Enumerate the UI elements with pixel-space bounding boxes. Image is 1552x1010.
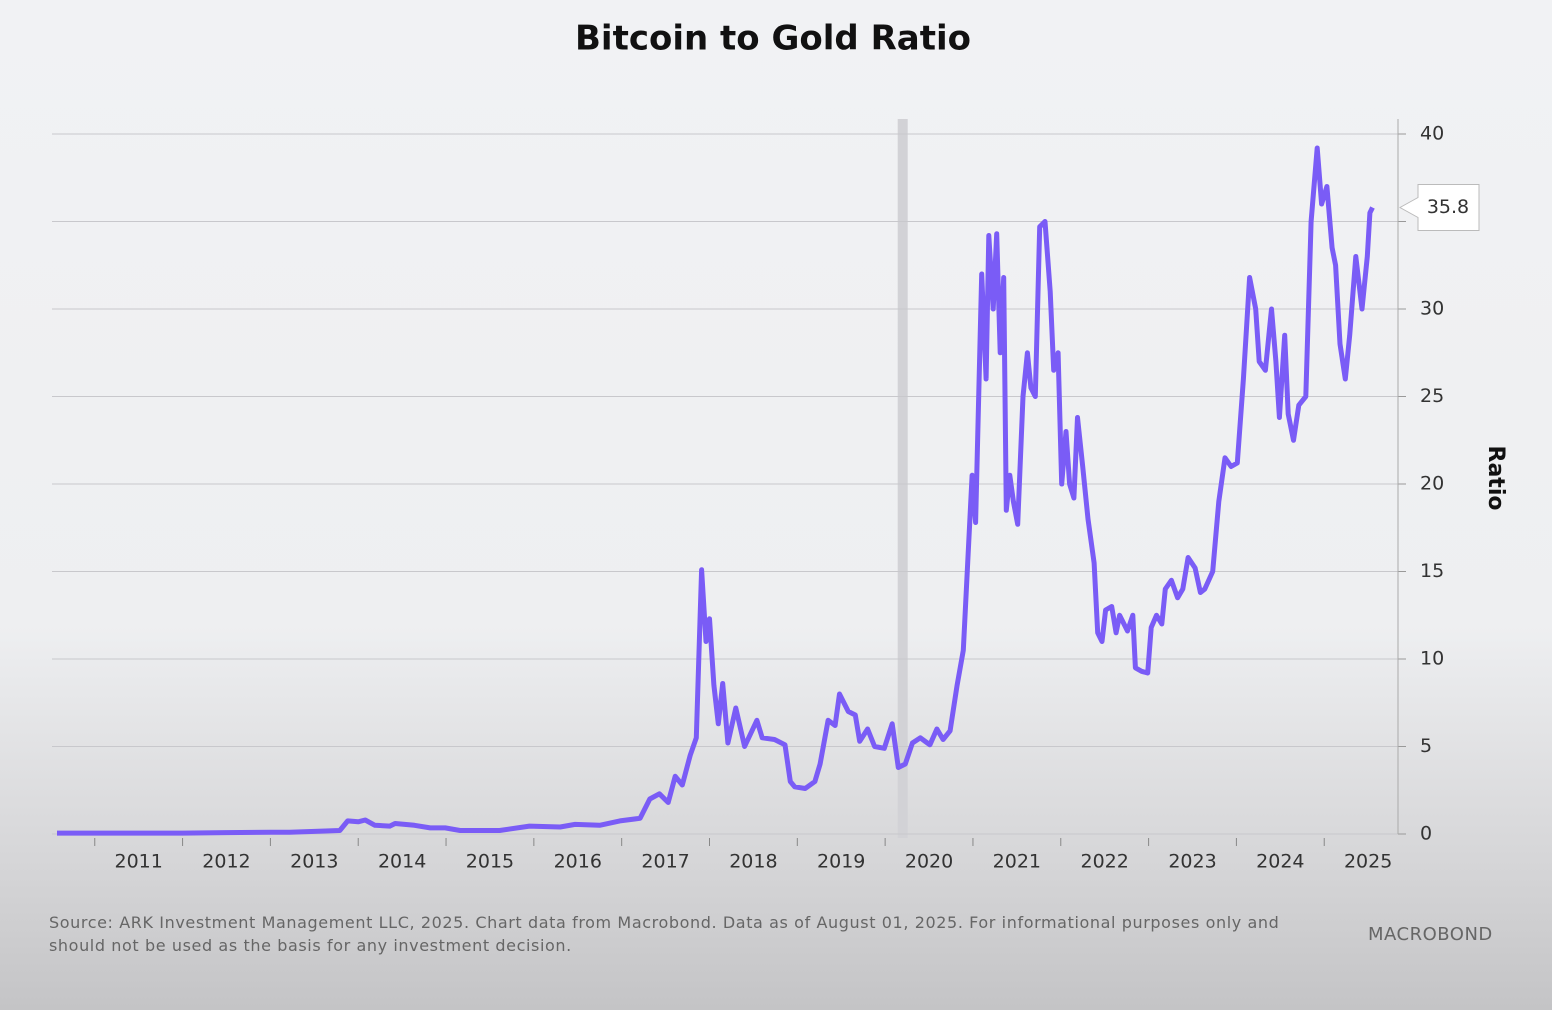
x-tick-label: 2024 <box>1256 851 1304 873</box>
y-tick-label: 20 <box>1420 473 1444 495</box>
y-tick-label: 30 <box>1420 298 1444 320</box>
y-tick-label: 0 <box>1420 823 1432 845</box>
y-tick-label: 40 <box>1420 123 1444 145</box>
x-tick-label: 2025 <box>1344 851 1392 873</box>
x-tick-label: 2017 <box>641 851 689 873</box>
x-tick-label: 2016 <box>554 851 602 873</box>
chart-title: Bitcoin to Gold Ratio <box>575 19 971 59</box>
x-tick-label: 2014 <box>378 851 426 873</box>
x-tick-label: 2013 <box>290 851 338 873</box>
y-tick-label: 5 <box>1420 735 1432 757</box>
shaded-band <box>897 119 908 838</box>
logo: MACROBOND <box>1368 924 1493 945</box>
x-tick-label: 2019 <box>817 851 865 873</box>
y-tick-label: 15 <box>1420 560 1444 582</box>
data-line <box>57 145 1375 836</box>
value-callout <box>1398 184 1480 231</box>
x-tick-label: 2012 <box>202 851 250 873</box>
x-tick-label: 2011 <box>114 851 162 873</box>
x-tick-label: 2022 <box>1081 851 1129 873</box>
x-tick-label: 2021 <box>993 851 1041 873</box>
y-tick-label: 10 <box>1420 648 1444 670</box>
y-axis-label: Ratio <box>1483 446 1508 511</box>
value-callout-label: 35.8 <box>1427 196 1469 218</box>
x-tick-label: 2023 <box>1168 851 1216 873</box>
x-tick-label: 2018 <box>729 851 777 873</box>
source-note: Source: ARK Investment Management LLC, 2… <box>49 913 1280 955</box>
x-tick-label: 2015 <box>466 851 514 873</box>
x-tick-label: 2020 <box>905 851 953 873</box>
y-tick-label: 25 <box>1420 385 1444 407</box>
